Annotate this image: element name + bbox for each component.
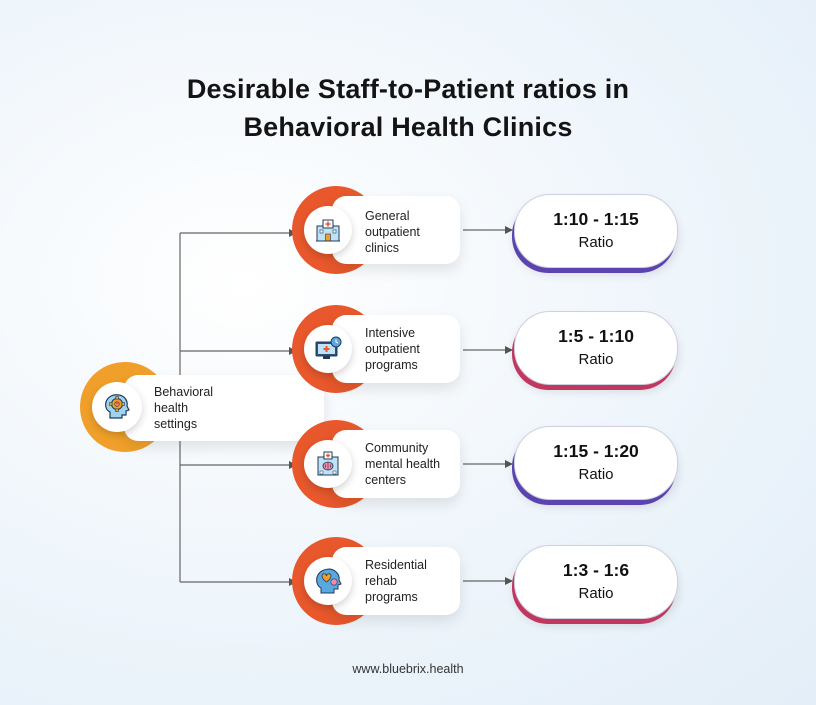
ratio-label: Ratio	[578, 585, 614, 602]
setting-node-general-outpatient: General outpatient clinics	[292, 186, 462, 276]
root-label: Behavioral health settings	[154, 385, 214, 431]
hospital-building-icon	[316, 219, 340, 242]
page-title: Desirable Staff-to-Patient ratios in Beh…	[0, 70, 816, 146]
ratio-pill-general-outpatient: 1:10 - 1:15 Ratio	[514, 194, 678, 268]
ratio-label: Ratio	[578, 234, 614, 251]
ratio-value: 1:3 - 1:6	[562, 560, 630, 580]
ratio-value: 1:15 - 1:20	[553, 441, 639, 461]
monitor-medical-clock-icon	[315, 336, 342, 359]
setting-label: Residential rehab programs	[365, 558, 427, 604]
ratio-value: 1:10 - 1:15	[553, 209, 639, 229]
clinic-brain-icon	[317, 451, 339, 476]
setting-label: Community mental health centers	[365, 441, 441, 487]
head-heart-icon	[316, 568, 342, 594]
setting-node-intensive-outpatient: Intensive outpatient programs	[292, 305, 462, 395]
ratio-value: 1:5 - 1:10	[558, 326, 634, 346]
head-gear-icon	[105, 394, 130, 419]
footer-url: www.bluebrix.health	[352, 662, 464, 676]
ratio-label: Ratio	[578, 466, 614, 483]
ratio-pill-community-mental-health: 1:15 - 1:20 Ratio	[514, 426, 678, 500]
setting-node-residential-rehab: Residential rehab programs	[292, 537, 462, 627]
setting-label: Intensive outpatient programs	[365, 326, 420, 372]
title-line-2: Behavioral Health Clinics	[243, 112, 573, 142]
setting-node-community-mental-health: Community mental health centers	[292, 420, 462, 510]
ratio-pill-intensive-outpatient: 1:5 - 1:10 Ratio	[514, 311, 678, 385]
title-line-1: Desirable Staff-to-Patient ratios in	[186, 74, 630, 104]
ratio-pill-residential-rehab: 1:3 - 1:6 Ratio	[514, 545, 678, 619]
root-icon-disc	[92, 382, 142, 432]
setting-label: General outpatient clinics	[365, 209, 420, 255]
root-node: Behavioral health settings	[76, 362, 324, 452]
ratio-label: Ratio	[578, 351, 614, 368]
